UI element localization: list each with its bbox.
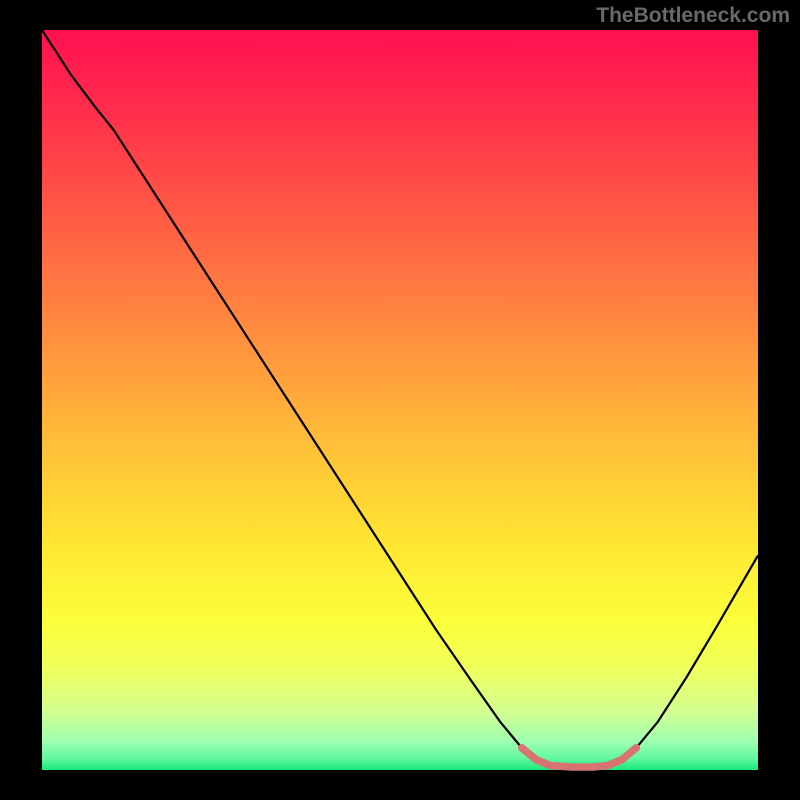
chart-container: TheBottleneck.com <box>0 0 800 800</box>
watermark-text: TheBottleneck.com <box>596 4 790 28</box>
plot-curves <box>42 30 758 770</box>
plot-area <box>42 30 758 770</box>
optimal-range-highlight <box>522 748 637 767</box>
bottleneck-curve <box>42 30 758 767</box>
